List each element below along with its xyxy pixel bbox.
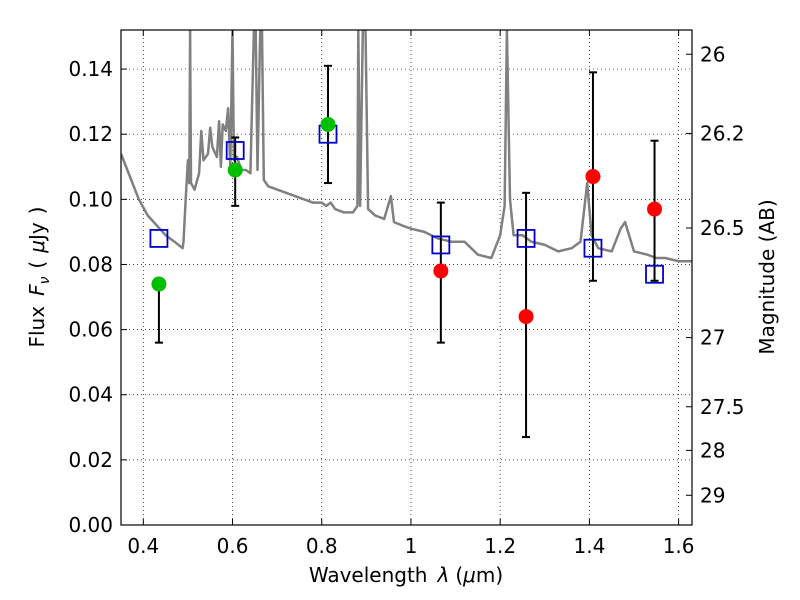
y-tick-label: 0.10 — [68, 187, 113, 211]
y-tick-label: 0.12 — [68, 122, 113, 146]
nir-data-point — [433, 263, 449, 279]
y2-tick-label: 26.5 — [700, 216, 745, 240]
x-tick-label: 0.8 — [306, 534, 338, 558]
nir-data-point — [585, 169, 601, 185]
x-tick-label: 1.4 — [573, 534, 605, 558]
y2-tick-label: 26.2 — [700, 121, 745, 145]
optical-data-point — [320, 116, 336, 132]
y-tick-label: 0.02 — [68, 448, 113, 472]
ticks: 0.4 0.6 0.8 1 1.2 1.4 1.6 0.00 0.02 0.04 0.06 0.08 0… — [68, 30, 745, 558]
y2-tick-label: 27 — [700, 326, 725, 350]
plot-frame — [120, 29, 693, 526]
model-photometry-square — [431, 235, 451, 255]
y-tick-label: 0.08 — [68, 252, 113, 276]
nir-data-point — [647, 201, 663, 217]
nir-data-point — [518, 309, 534, 325]
y-tick-label: 0.06 — [68, 318, 113, 342]
y-tick-label: 0.00 — [68, 513, 113, 537]
model-photometry-square — [149, 229, 169, 248]
optical-data-point — [151, 276, 167, 292]
model-photometry-square — [583, 238, 603, 258]
model-photometry-square — [645, 264, 664, 284]
x-tick-label: 1.6 — [663, 534, 695, 558]
y-tick-label: 0.04 — [68, 383, 113, 407]
plot-area — [121, 30, 692, 439]
y-tick-label: 0.14 — [68, 57, 113, 81]
x-tick-label: 1.2 — [484, 534, 516, 558]
model-photometry-square — [225, 141, 245, 160]
grid — [121, 30, 692, 526]
y-axis-label: FluxFν(μJy) — [25, 206, 53, 347]
y2-axis-label: Magnitude (AB) — [755, 199, 779, 354]
y2-tick-label: 27.5 — [700, 395, 745, 419]
y2-tick-label: 28 — [700, 438, 725, 462]
y2-tick-label: 29 — [700, 483, 725, 507]
x-tick-label: 0.4 — [127, 534, 159, 558]
x-tick-label: 0.6 — [217, 534, 249, 558]
x-tick-label: 1 — [405, 534, 418, 558]
optical-data-point — [227, 162, 243, 178]
x-axis-label: Wavelength λ (μm) — [309, 563, 503, 587]
model-photometry-square — [516, 229, 536, 248]
model-spectrum-line — [121, 30, 692, 263]
y2-tick-label: 26 — [700, 42, 725, 66]
